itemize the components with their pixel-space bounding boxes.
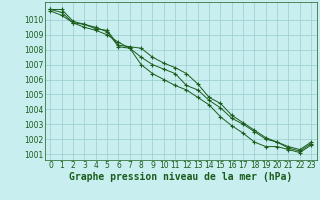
X-axis label: Graphe pression niveau de la mer (hPa): Graphe pression niveau de la mer (hPa)	[69, 172, 292, 182]
